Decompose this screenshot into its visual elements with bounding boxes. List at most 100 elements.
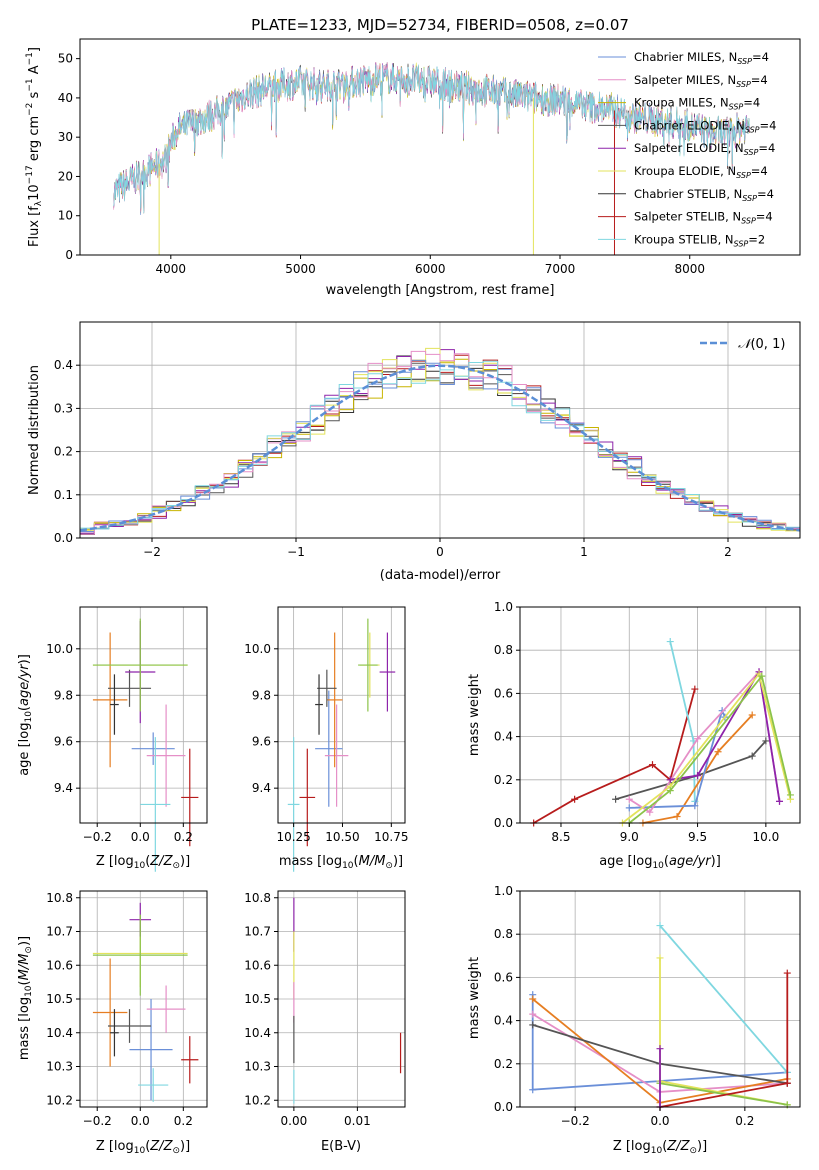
massweight-vs-age-point-marker: [666, 776, 674, 784]
histogram-xlabel: (data-model)/error: [380, 568, 501, 583]
massweight-vs-age-point-marker: [786, 791, 794, 799]
spectrum-ylabel: Flux [fλ10−17 erg cm−2 s−1 A−1]: [25, 47, 44, 247]
massweight-vs-Z-axes-frame: [519, 890, 801, 1108]
mass-vs-EBV-panel: 0.00 0.01 10.2 10.3 10.4 10.5 10.6 10.7 10.8: [244, 890, 406, 1128]
age-vs-Z-ytick-label: 9.6: [54, 735, 73, 749]
massweight-vs-age-panel: 8.5 9.0 9.5 10.0 0.0 0.2 0.4 0.6 0.8 1.0: [494, 600, 801, 844]
massweight-vs-age-point-marker: [762, 737, 770, 745]
legend-label-salpeter-miles: Salpeter MILES, NSSP=4: [634, 73, 768, 89]
age-vs-Z-ytick-label: 9.4: [54, 781, 73, 795]
massweight-vs-age-xtick-label: 9.0: [620, 830, 639, 844]
mass-vs-Z-xtick-label: 0.2: [174, 1114, 193, 1128]
mass-vs-Z-ytick-label: 10.8: [46, 891, 73, 905]
spectrum-xtick-label: 6000: [415, 262, 446, 276]
massweight-vs-age-point-marker: [646, 808, 654, 816]
mass-vs-EBV-axes-frame: [277, 890, 406, 1108]
mw-Z-ylabel: mass weight: [467, 957, 482, 1039]
spectrum-ytick-label: 30: [58, 130, 73, 144]
age-vs-mass-ytick-label: 9.6: [252, 735, 271, 749]
spectrum-line-kroupa-stelib: [113, 64, 750, 213]
age-vs-mass-xtick-label: 10.75: [374, 830, 408, 844]
age-vs-mass-data: [287, 618, 396, 872]
age-vs-Z-xtick-label: 0.2: [174, 830, 193, 844]
massweight-vs-Z-ytick-label: 0.2: [494, 1057, 513, 1071]
spectrum-panel: 4000 5000 6000 7000 8000 0 10 20 30 40 50 waveleng…: [25, 38, 801, 298]
massweight-vs-age-xtick-label: 8.5: [551, 830, 570, 844]
mass-Z-xlabel: Z [log10(Z/Z⊙)]: [96, 1139, 190, 1156]
massweight-vs-age-point-marker: [748, 752, 756, 760]
age-vs-mass-xtick-label: 10.50: [325, 830, 359, 844]
mass-vs-Z-xtick-label: −0.2: [83, 1114, 112, 1128]
spectrum-ytick-label: 10: [58, 209, 73, 223]
mass-vs-EBV-ytick-label: 10.5: [244, 992, 271, 1006]
massweight-vs-age-ticks: 8.5 9.0 9.5 10.0 0.0 0.2 0.4 0.6 0.8 1.0: [494, 600, 779, 844]
massweight-vs-Z-point-marker: [529, 1021, 537, 1029]
legend-label-chabrier-elodie: Chabrier ELODIE, NSSP=4: [634, 118, 776, 134]
spectrum-ytick-label: 20: [58, 169, 73, 183]
massweight-vs-Z-data: [529, 922, 791, 1111]
mass-vs-EBV-ytick-label: 10.7: [244, 925, 271, 939]
age-vs-mass-panel: 10.25 10.50 10.75 9.4 9.6 9.8 10.0: [244, 606, 409, 872]
massweight-vs-age-ytick-label: 0.0: [494, 816, 513, 830]
histogram-step-salpeter-miles: [80, 350, 800, 535]
massweight-vs-age-point-marker: [666, 638, 674, 646]
massweight-vs-Z-xtick-label: 0.2: [735, 1114, 754, 1128]
mass-EBV-xlabel: E(B-V): [321, 1139, 361, 1154]
massweight-vs-age-ytick-label: 0.2: [494, 773, 513, 787]
massweight-vs-age-axes-frame: [519, 606, 801, 824]
mass-vs-Z-ytick-label: 10.5: [46, 992, 73, 1006]
mass-vs-EBV-ticks: 0.00 0.01 10.2 10.3 10.4 10.5 10.6 10.7 10.8: [244, 891, 370, 1128]
spectrum-xtick-label: 5000: [285, 262, 316, 276]
mass-vs-Z-ytick-label: 10.6: [46, 958, 73, 972]
massweight-vs-Z-point-marker: [529, 1010, 537, 1018]
massweight-vs-Z-ytick-label: 1.0: [494, 884, 513, 898]
histogram-ylabel: Normed distribution: [27, 365, 42, 495]
mass-vs-EBV-ytick-label: 10.8: [244, 891, 271, 905]
massweight-vs-age-xtick-label: 10.0: [752, 830, 779, 844]
spectrum-ytick-label: 40: [58, 91, 73, 105]
histogram-xtick-label: 0: [436, 545, 444, 559]
massweight-vs-age-point-marker: [691, 802, 699, 810]
histogram-ytick-label: 0.3: [54, 401, 73, 415]
histogram-ytick-label: 0.4: [54, 358, 73, 372]
massweight-vs-age-ytick-label: 1.0: [494, 600, 513, 614]
massweight-vs-age-series-line: [642, 714, 753, 824]
mass-vs-Z-ytick-label: 10.3: [46, 1060, 73, 1074]
age-vs-Z-ytick-label: 9.8: [54, 688, 73, 702]
massweight-vs-Z-series-line: [659, 925, 788, 1073]
age-vs-mass-ytick-label: 10.0: [244, 642, 271, 656]
spectrum-xlabel: wavelength [Angstrom, rest frame]: [326, 283, 555, 298]
massweight-vs-Z-ytick-label: 0.0: [494, 1100, 513, 1114]
massweight-vs-age-point-marker: [612, 795, 620, 803]
histogram-ytick-label: 0.2: [54, 445, 73, 459]
massweight-vs-age-point-marker: [648, 761, 656, 769]
mw-age-ylabel: mass weight: [467, 674, 482, 756]
spectrum-xtick-label: 7000: [545, 262, 576, 276]
massweight-vs-age-series-line: [615, 740, 767, 801]
mass-vs-EBV-data: [293, 897, 402, 1104]
legend-label-salpeter-elodie: Salpeter ELODIE, NSSP=4: [634, 141, 775, 157]
age-vs-Z-xtick-label: −0.2: [83, 830, 112, 844]
massweight-vs-age-ytick-label: 0.8: [494, 643, 513, 657]
massweight-vs-Z-panel: −0.2 0.0 0.2 0.0 0.2 0.4 0.6 0.8 1.0: [494, 884, 801, 1128]
spectrum-ytick-label: 50: [58, 52, 73, 66]
age-vs-Z-panel: −0.2 0.0 0.2 9.4 9.6 9.8 10.0: [46, 606, 208, 872]
massweight-vs-age-series-line: [621, 672, 792, 824]
massweight-vs-Z-xtick-label: −0.2: [561, 1114, 590, 1128]
mass-vs-Z-panel: −0.2 0.0 0.2 10.2 10.3 10.4 10.5 10.6 10.7 10.8: [46, 890, 208, 1128]
legend-label-kroupa-stelib: Kroupa STELIB, NSSP=2: [634, 232, 765, 248]
histogram-xtick-label: 1: [580, 545, 588, 559]
massweight-vs-Z-ytick-label: 0.6: [494, 970, 513, 984]
mass-vs-Z-ytick-label: 10.7: [46, 925, 73, 939]
legend-label-kroupa-miles: Kroupa MILES, NSSP=4: [634, 96, 760, 112]
age-vs-mass-ytick-label: 9.4: [252, 781, 271, 795]
mass-vs-Z-axes-frame: [79, 890, 208, 1108]
histogram-ytick-label: 0.0: [54, 531, 73, 545]
massweight-vs-age-point-marker: [571, 795, 579, 803]
massweight-vs-age-point-marker: [748, 711, 756, 719]
mass-vs-Z-ticks: −0.2 0.0 0.2 10.2 10.3 10.4 10.5 10.6 10.7 10.8: [46, 891, 193, 1128]
mass-vs-Z-ytick-label: 10.2: [46, 1093, 73, 1107]
massweight-vs-Z-ticks: −0.2 0.0 0.2 0.0 0.2 0.4 0.6 0.8 1.0: [494, 884, 754, 1128]
massweight-vs-Z-point-marker: [656, 922, 664, 930]
